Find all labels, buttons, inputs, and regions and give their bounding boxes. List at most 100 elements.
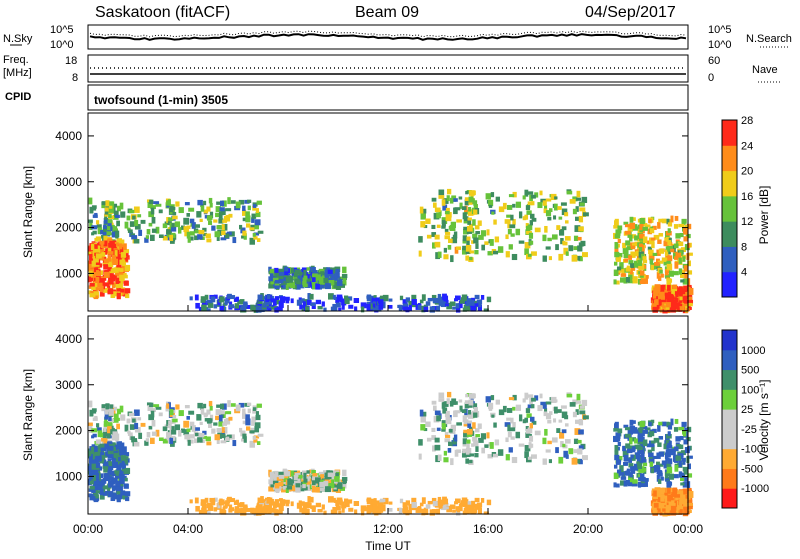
power-cell-late-patch — [631, 279, 638, 284]
power-cell-early-band — [208, 197, 213, 204]
velocity-cell-early-band — [91, 408, 97, 412]
power-cell-early-band — [183, 217, 190, 225]
power-cell-evening-arc — [463, 228, 469, 235]
velocity-cell-early-band — [129, 424, 135, 430]
power-cell-mid-low — [320, 276, 325, 281]
power-cell-evening-arc — [524, 248, 529, 256]
velocity-cell-ground-clutter — [279, 499, 286, 506]
power-cell-evening-arc — [545, 198, 552, 202]
velocity-cell-late-patch — [628, 445, 635, 449]
velocity-cell-early-band — [200, 406, 204, 411]
velocity-cell-evening-arc — [529, 397, 533, 405]
power-cell-late-near — [660, 284, 665, 292]
velocity-cell-early-band — [91, 428, 98, 433]
power-cell-ground-clutter — [338, 307, 342, 312]
velocity-cell-evening-arc — [464, 402, 470, 409]
x-tick-label: 16:00 — [473, 522, 503, 536]
power-cell-mid-low — [302, 281, 306, 286]
velocity-cell-ground-clutter — [304, 502, 309, 509]
velocity-cell-early-band — [256, 441, 261, 445]
power-cell-late-patch — [639, 270, 645, 276]
power-cell-early-band — [242, 209, 247, 216]
power-cell-late-patch — [628, 260, 634, 265]
power-cell-near-range-start — [108, 258, 112, 262]
noise-left-label: N.Sky — [3, 33, 33, 45]
power-cell-near-range-start — [124, 280, 129, 285]
velocity-cell-late-near — [671, 503, 676, 507]
velocity-cell-evening-arc — [459, 405, 463, 412]
velocity-cell-near-range-start — [94, 470, 99, 476]
power-cell-early-band — [109, 201, 114, 206]
power-cell-late-patch — [613, 261, 618, 266]
power-cell-early-band — [96, 224, 102, 228]
power-cell-ground-clutter — [234, 303, 240, 309]
velocity-cell-late-patch — [633, 427, 638, 433]
power-cell-ground-clutter — [444, 303, 449, 307]
power-cell-late-patch — [648, 237, 655, 245]
velocity-cell-evening-arc — [462, 415, 467, 423]
power-cell-late-patch — [626, 246, 633, 251]
power-cell-late-patch — [638, 243, 643, 248]
power-cell-evening-arc — [463, 226, 470, 231]
power-cell-mid-low — [341, 273, 348, 279]
power-cell-ground-clutter — [330, 306, 336, 312]
power-cell-early-band — [245, 223, 251, 228]
power-cell-late-near — [672, 284, 678, 290]
velocity-cell-mid-low — [286, 486, 293, 490]
power-cell-early-band — [150, 207, 155, 215]
power-cell-evening-arc — [515, 201, 522, 208]
velocity-cell-ground-clutter — [366, 497, 372, 505]
power-cell-early-band — [221, 230, 226, 236]
colorbar-tick-label: -100 — [741, 444, 763, 456]
power-cell-early-band — [115, 214, 120, 218]
power-cell-near-range-start — [102, 262, 108, 266]
velocity-cell-early-band — [242, 433, 247, 439]
velocity-cell-near-range-start — [119, 483, 123, 488]
velocity-cell-evening-arc — [561, 411, 568, 419]
velocity-cell-late-near — [683, 499, 688, 507]
velocity-cell-ground-clutter — [317, 508, 323, 513]
velocity-cell-evening-arc — [469, 453, 475, 457]
velocity-cell-late-patch — [619, 465, 624, 473]
nave-label: Nave — [752, 64, 778, 76]
velocity-cell-evening-arc — [555, 447, 559, 454]
power-cell-late-patch — [652, 252, 658, 257]
power-cell-late-patch — [643, 277, 648, 284]
velocity-cell-near-range-start — [107, 449, 112, 456]
power-cell-evening-arc — [419, 206, 424, 214]
velocity-cell-late-patch — [631, 420, 636, 424]
velocity-cell-late-patch — [657, 442, 662, 447]
power-cell-mid-low — [268, 283, 275, 289]
velocity-cell-ground-clutter — [344, 498, 349, 503]
power-cell-late-patch — [632, 251, 638, 257]
power-cell-early-band — [183, 226, 189, 233]
velocity-cell-evening-arc — [572, 411, 577, 418]
velocity-cell-evening-arc — [462, 448, 468, 454]
power-cell-evening-arc — [485, 193, 491, 200]
velocity-cell-early-band — [88, 400, 93, 408]
velocity-cell-evening-arc — [445, 417, 452, 425]
velocity-cell-ground-clutter — [443, 498, 449, 505]
power-cell-late-patch — [684, 272, 688, 279]
power-cell-late-patch — [634, 235, 638, 241]
power-cell-mid-low — [318, 268, 325, 273]
power-cell-near-range-start — [89, 254, 93, 261]
velocity-cell-early-band — [94, 415, 98, 421]
velocity-cell-ground-clutter — [466, 501, 472, 508]
velocity-cell-late-patch — [614, 454, 620, 461]
velocity-cell-evening-arc — [448, 428, 453, 433]
power-cell-late-near — [652, 295, 657, 299]
power-cell-early-band — [133, 239, 140, 244]
power-cell-late-patch — [667, 228, 671, 233]
power-cell-evening-arc — [547, 216, 552, 221]
power-cell-early-band — [166, 229, 172, 235]
power-cell-ground-clutter — [228, 301, 233, 307]
velocity-cell-near-range-start — [95, 473, 100, 480]
velocity-cell-early-band — [109, 404, 114, 409]
colorbar-tick-label: 24 — [741, 140, 753, 152]
power-cell-evening-arc — [464, 209, 470, 215]
velocity-cell-evening-arc — [491, 414, 495, 418]
colorbar-swatch — [722, 330, 737, 351]
velocity-cell-late-patch — [622, 445, 626, 452]
